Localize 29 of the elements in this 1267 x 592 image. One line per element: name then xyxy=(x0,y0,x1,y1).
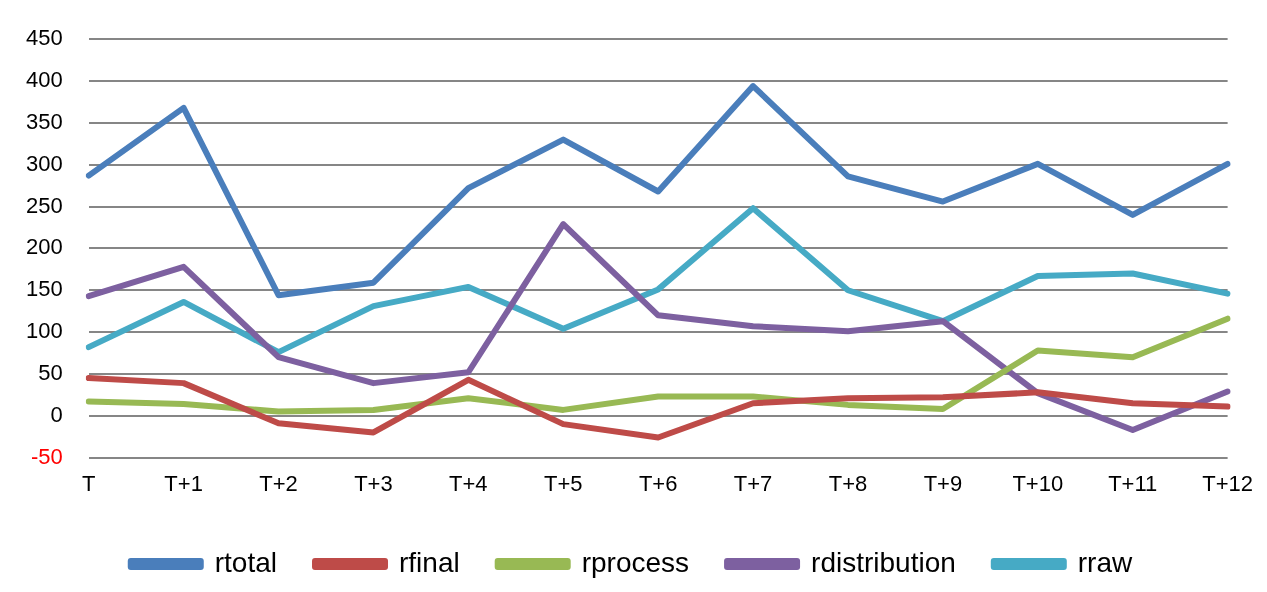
x-tick-label: T+1 xyxy=(164,470,203,496)
x-tick-label: T+7 xyxy=(733,470,773,496)
x-tick-label: T+11 xyxy=(1108,470,1158,496)
y-tick-label: 100 xyxy=(25,318,63,344)
legend-label: rprocess xyxy=(581,546,690,578)
x-tick-label: T+3 xyxy=(354,470,393,496)
y-tick-label: 400 xyxy=(25,67,63,93)
x-tick-label: T xyxy=(81,470,96,496)
y-tick-label: 0 xyxy=(50,401,63,427)
y-tick-label: 350 xyxy=(25,108,63,134)
x-tick-label: T+12 xyxy=(1202,470,1253,496)
y-tick-label: 450 xyxy=(25,25,63,51)
x-tick-label: T+4 xyxy=(449,470,488,496)
y-tick-label: 300 xyxy=(25,150,63,176)
legend-label: rfinal xyxy=(399,546,460,578)
y-tick-label: 200 xyxy=(25,234,63,260)
legend-label: rraw xyxy=(1077,546,1134,578)
x-tick-label: T+2 xyxy=(259,470,298,496)
y-tick-label: -50 xyxy=(30,443,63,469)
y-tick-label: 250 xyxy=(25,192,63,218)
legend-label: rtotal xyxy=(214,546,278,578)
x-tick-label: T+10 xyxy=(1012,470,1064,496)
x-tick-label: T+5 xyxy=(543,470,583,496)
legend-label: rdistribution xyxy=(811,546,956,578)
y-tick-label: 150 xyxy=(25,276,63,302)
x-tick-label: T+9 xyxy=(923,470,963,496)
x-tick-label: T+6 xyxy=(638,470,678,496)
y-tick-label: 50 xyxy=(38,359,63,385)
x-tick-label: T+8 xyxy=(828,470,868,496)
